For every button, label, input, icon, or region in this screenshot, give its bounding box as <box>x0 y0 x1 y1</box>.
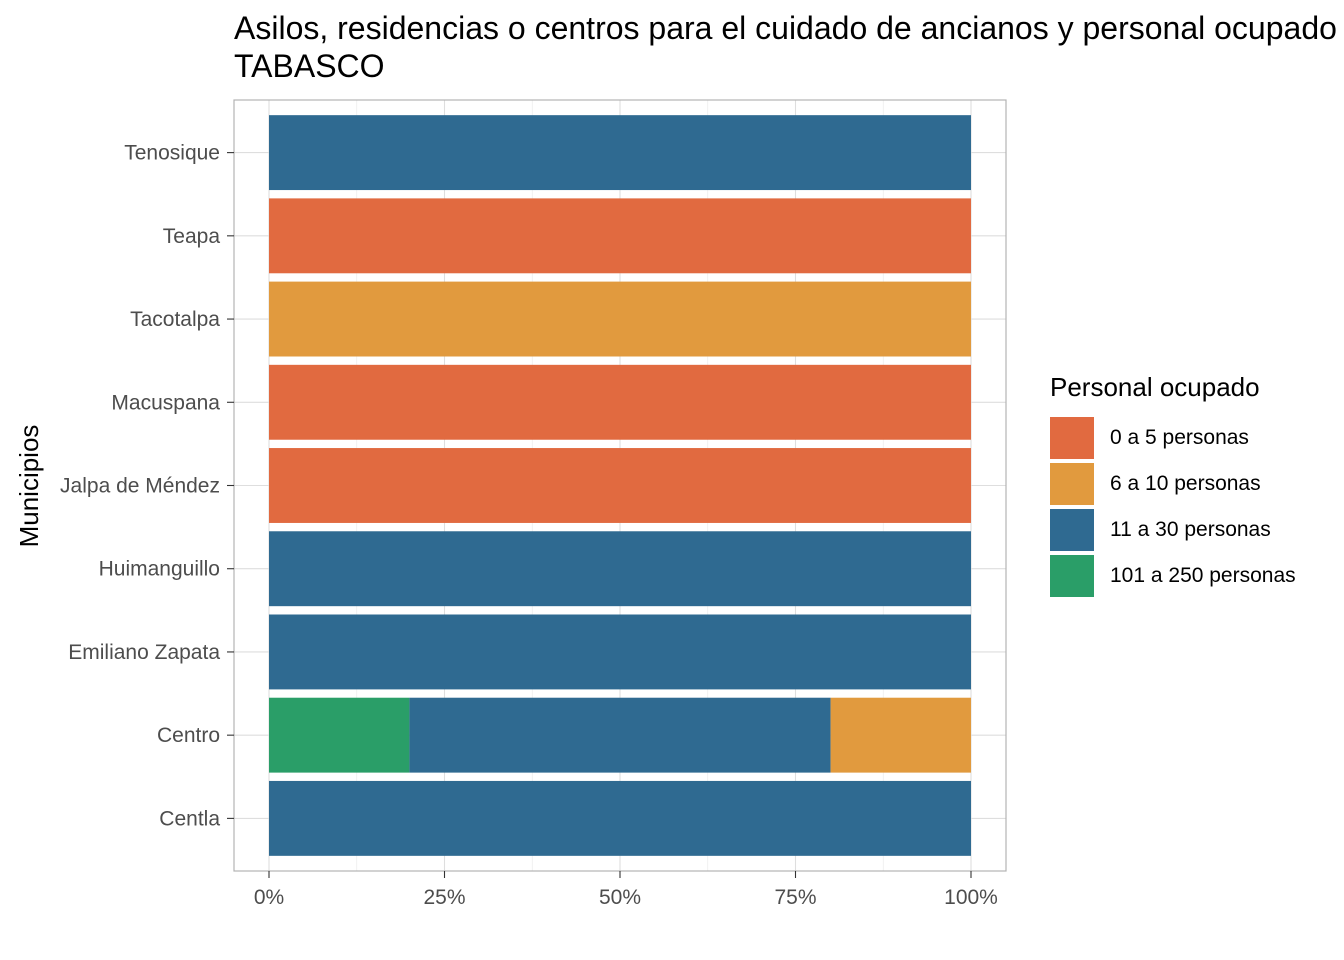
x-tick-label: 25% <box>423 886 465 909</box>
legend-item-0-a-5: 0 a 5 personas <box>1050 417 1340 459</box>
y-tick-label: Tacotalpa <box>130 308 220 331</box>
bar-segment <box>269 614 971 690</box>
legend-swatch <box>1050 463 1094 505</box>
legend-item-11-a-30: 11 a 30 personas <box>1050 509 1340 551</box>
bar-segment <box>269 281 971 357</box>
bar-segment <box>409 697 831 773</box>
bar-segment <box>830 697 971 773</box>
chart-title: Asilos, residencias o centros para el cu… <box>234 10 1337 46</box>
legend-label: 0 a 5 personas <box>1110 426 1249 449</box>
y-tick-label: Teapa <box>163 225 221 248</box>
legend-swatch <box>1050 417 1094 459</box>
chart-title-line2: TABASCO <box>234 48 385 84</box>
y-axis-title: Municipios <box>14 425 44 548</box>
legend-label: 101 a 250 personas <box>1110 564 1296 587</box>
legend-label: 6 a 10 personas <box>1110 472 1261 495</box>
y-tick-label: Macuspana <box>111 391 220 414</box>
bar-segment <box>269 780 971 856</box>
x-tick-label: 0% <box>254 886 284 909</box>
bar-segment <box>269 448 971 523</box>
y-tick-label: Tenosique <box>124 142 220 165</box>
legend-label: 11 a 30 personas <box>1110 518 1271 541</box>
y-tick-label: Centro <box>157 724 220 747</box>
x-tick-label: 50% <box>599 886 641 909</box>
legend-swatch <box>1050 555 1094 597</box>
y-tick-label: Emiliano Zapata <box>68 641 220 664</box>
y-tick-label: Centla <box>159 807 220 830</box>
legend-item-6-a-10: 6 a 10 personas <box>1050 463 1340 505</box>
x-tick-label: 75% <box>774 886 816 909</box>
bar-segment <box>269 531 971 607</box>
legend-title: Personal ocupado <box>1050 372 1260 402</box>
y-tick-label: Huimanguillo <box>99 558 220 581</box>
bar-segment <box>269 697 410 773</box>
legend-swatch <box>1050 509 1094 551</box>
bar-segment <box>269 198 971 274</box>
legend-item-101-a-250: 101 a 250 personas <box>1050 555 1340 597</box>
bar-segment <box>269 115 971 191</box>
bar-segment <box>269 364 971 440</box>
y-tick-label: Jalpa de Méndez <box>60 475 220 498</box>
x-tick-label: 100% <box>944 886 998 909</box>
